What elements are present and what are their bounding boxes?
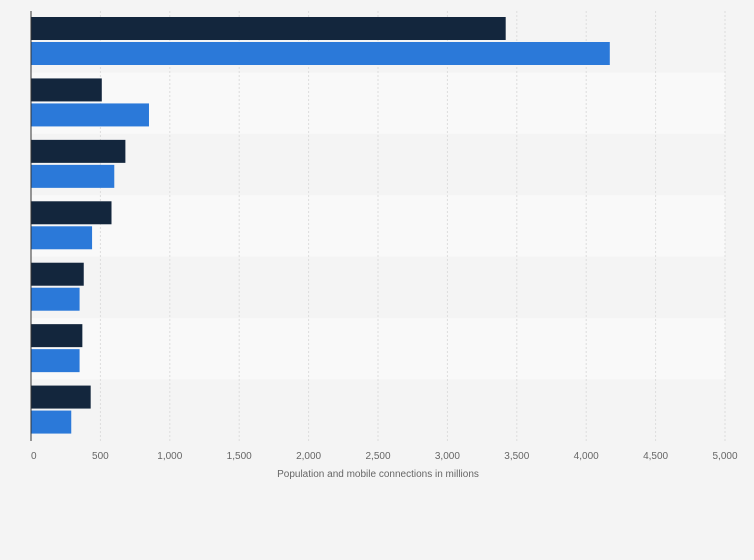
x-tick-label: 1,000 [157, 451, 182, 462]
bar-series-2[interactable] [31, 103, 149, 127]
bar-marks [31, 17, 610, 434]
x-tick-label: 1,500 [227, 451, 252, 462]
bar-series-2[interactable] [31, 287, 80, 311]
x-axis-title: Population and mobile connections in mil… [277, 469, 479, 480]
category-band [31, 195, 725, 257]
bar-series-2[interactable] [31, 349, 80, 373]
x-tick-label: 500 [92, 451, 109, 462]
bar-series-1[interactable] [31, 385, 91, 409]
x-tick-label: 4,000 [574, 451, 599, 462]
x-tick-label: 0 [31, 451, 37, 462]
bar-series-2[interactable] [31, 410, 72, 434]
bar-series-1[interactable] [31, 139, 126, 163]
x-tick-label: 5,000 [712, 451, 737, 462]
bar-series-2[interactable] [31, 164, 115, 188]
bar-series-2[interactable] [31, 226, 93, 250]
bar-series-2[interactable] [31, 42, 610, 65]
category-band [31, 379, 725, 441]
x-tick-label: 2,500 [365, 451, 390, 462]
bar-series-1[interactable] [31, 262, 84, 286]
bar-series-1[interactable] [31, 78, 102, 102]
bar-series-1[interactable] [31, 324, 83, 348]
x-tick-label: 3,000 [435, 451, 460, 462]
bar-series-1[interactable] [31, 17, 506, 40]
x-tick-label: 4,500 [643, 451, 668, 462]
x-tick-labels: 0 500 1,000 1,500 2,000 2,500 3,000 3,500 4,000 4… [31, 451, 738, 462]
x-tick-label: 2,000 [296, 451, 321, 462]
bar-series-1[interactable] [31, 201, 112, 225]
x-tick-label: 3,500 [504, 451, 529, 462]
